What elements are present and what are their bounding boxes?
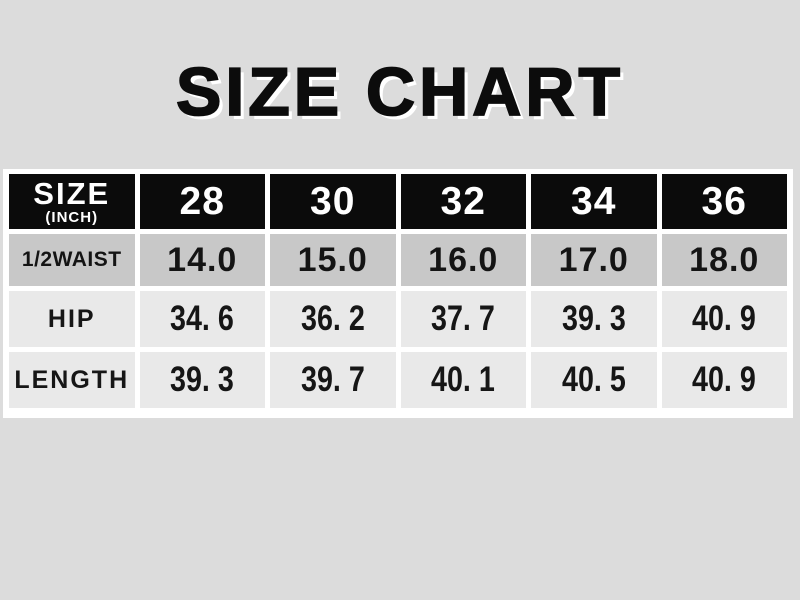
length-value-36: 40. 9	[661, 352, 787, 408]
length-value-32-text: 40. 1	[431, 360, 496, 399]
row-label-hip: HIP	[9, 291, 135, 347]
hip-value-32: 37. 7	[400, 291, 526, 347]
row-label-half-waist: 1/2WAIST	[9, 234, 135, 286]
waist-value-32: 16.0	[400, 234, 526, 286]
hip-value-36-text: 40. 9	[692, 299, 757, 338]
header-size-30: 30	[270, 174, 396, 229]
waist-value-28: 14.0	[139, 234, 265, 286]
length-value-36-text: 40. 9	[692, 360, 757, 399]
header-size-34: 34	[531, 174, 657, 229]
waist-value-34: 17.0	[531, 234, 657, 286]
waist-value-36: 18.0	[661, 234, 787, 286]
hip-value-34: 39. 3	[531, 291, 657, 347]
length-value-30-text: 39. 7	[300, 360, 365, 399]
row-label-length: LENGTH	[9, 352, 135, 408]
length-value-34: 40. 5	[531, 352, 657, 408]
header-size-label: SIZE	[33, 175, 111, 211]
length-value-34-text: 40. 5	[561, 360, 626, 399]
hip-value-30: 36. 2	[270, 291, 396, 347]
length-value-30: 39. 7	[270, 352, 396, 408]
hip-value-34-text: 39. 3	[561, 299, 626, 338]
header-size-28: 28	[139, 174, 265, 229]
length-value-28: 39. 3	[139, 352, 265, 408]
waist-value-30: 15.0	[270, 234, 396, 286]
size-chart-grid: SIZE (INCH) 28 30 32 34 36 1/2WAIST 14.0…	[3, 169, 793, 418]
hip-value-28: 34. 6	[139, 291, 265, 347]
length-value-32: 40. 1	[400, 352, 526, 408]
header-unit-label: (INCH)	[45, 208, 99, 226]
page-title: SIZE CHART	[175, 54, 624, 130]
hip-value-28-text: 34. 6	[170, 299, 235, 338]
length-value-28-text: 39. 3	[170, 360, 235, 399]
header-size-cell: SIZE (INCH)	[9, 174, 135, 229]
hip-value-30-text: 36. 2	[300, 299, 365, 338]
size-chart-table: SIZE (INCH) 28 30 32 34 36 1/2WAIST 14.0…	[3, 169, 793, 418]
hip-value-32-text: 37. 7	[431, 299, 496, 338]
hip-value-36: 40. 9	[661, 291, 787, 347]
header-size-32: 32	[400, 174, 526, 229]
header-size-36: 36	[661, 174, 787, 229]
